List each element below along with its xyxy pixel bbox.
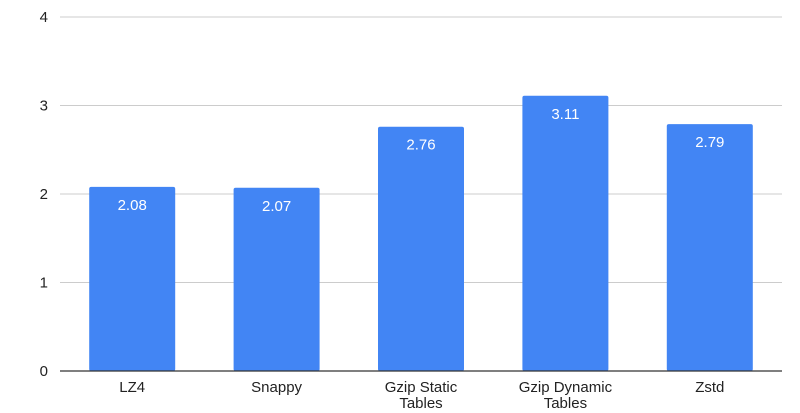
x-tick-label: Zstd <box>695 379 724 396</box>
bar <box>666 124 753 372</box>
y-tick-label: 1 <box>40 275 48 292</box>
y-tick-label: 4 <box>40 9 48 26</box>
bar <box>522 95 609 371</box>
x-tick-label: Snappy <box>251 379 302 396</box>
x-tick-label: Gzip Dynamic <box>519 379 613 396</box>
x-tick-label: Tables <box>399 395 442 412</box>
data-labels: 2.08 2.07 2.76 3.11 2.79 <box>118 106 725 215</box>
y-axis-tick-labels: 0 1 2 3 4 <box>40 9 48 380</box>
data-label: 3.11 <box>551 106 579 123</box>
data-label: 2.76 <box>406 137 435 154</box>
bar <box>378 126 464 372</box>
bars <box>89 95 753 372</box>
y-tick-label: 3 <box>40 98 48 115</box>
data-label: 2.07 <box>262 198 291 215</box>
y-tick-label: 0 <box>40 363 48 380</box>
data-label: 2.79 <box>695 134 724 151</box>
x-tick-label: LZ4 <box>119 379 145 396</box>
bar <box>233 187 320 371</box>
data-label: 2.08 <box>118 197 147 214</box>
y-tick-label: 2 <box>40 186 48 203</box>
bar <box>89 186 176 371</box>
x-tick-label: Tables <box>544 395 587 412</box>
x-tick-label: Gzip Static <box>385 379 458 396</box>
